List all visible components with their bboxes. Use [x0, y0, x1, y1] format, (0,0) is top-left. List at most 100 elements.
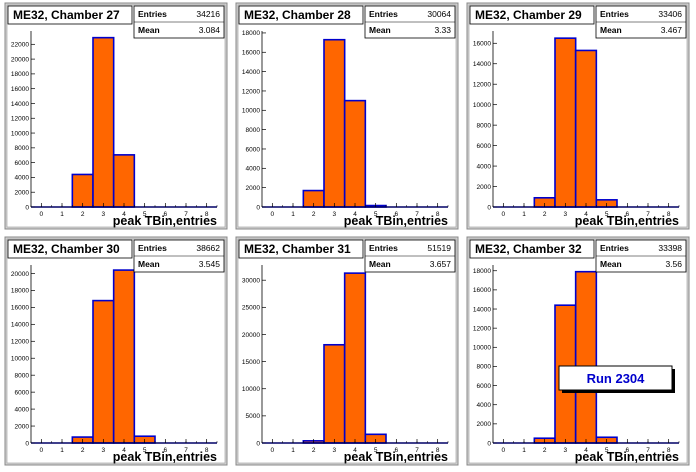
x-tick-label: 8: [205, 447, 209, 454]
title-box: [469, 5, 595, 25]
y-tick-label: 0: [487, 440, 491, 447]
histogram-bar: [92, 299, 115, 444]
y-tick-label: 8000: [15, 372, 30, 379]
y-tick-label: 16000: [11, 86, 29, 93]
x-tick-label: 4: [353, 447, 357, 454]
y-tick-label: 2000: [477, 421, 492, 428]
y-tick-label: 8000: [477, 364, 492, 371]
y-tick-label: 0: [256, 204, 260, 211]
y-tick-label: 12000: [473, 325, 491, 332]
y-tick-label: 8000: [477, 122, 492, 129]
x-tick-label: 7: [184, 211, 188, 218]
x-tick-label: 3: [564, 447, 568, 454]
x-tick-label: 6: [395, 447, 399, 454]
y-tick-label: 20000: [242, 332, 260, 339]
stats-mean-label: Mean: [369, 259, 391, 269]
stats-entries-label: Entries: [369, 9, 398, 19]
y-tick-label: 14000: [11, 322, 29, 329]
x-axis-label: peak TBin,entries: [575, 450, 679, 464]
y-tick-label: 2000: [246, 185, 261, 192]
stats-entries-label: Entries: [600, 9, 629, 19]
x-axis-label: peak TBin,entries: [113, 214, 217, 228]
title-box: [238, 5, 364, 25]
y-tick-label: 2000: [477, 184, 492, 191]
y-tick-label: 16000: [473, 41, 491, 48]
x-tick-label: 8: [436, 211, 440, 218]
x-axis-label: peak TBin,entries: [344, 214, 448, 228]
title-box: [238, 239, 364, 259]
pad-title: ME32, Chamber 28: [244, 8, 351, 22]
y-tick-label: 14000: [242, 69, 260, 76]
x-tick-label: 2: [81, 447, 85, 454]
x-tick-label: 1: [291, 211, 295, 218]
stats-entries-value: 51519: [427, 243, 451, 253]
y-tick-label: 10000: [473, 102, 491, 109]
y-tick-label: 6000: [15, 389, 30, 396]
title-box: [7, 239, 133, 259]
histogram-pad-1: 0 1 2 3 4 5 6 7 8 0 2000 4000 6000 8000 10000 12000 1400…: [4, 2, 228, 230]
x-tick-label: 5: [143, 211, 147, 218]
y-tick-label: 10000: [473, 345, 491, 352]
run-label: Run 2304: [587, 371, 646, 386]
x-tick-label: 3: [102, 447, 106, 454]
x-tick-label: 4: [584, 447, 588, 454]
x-tick-label: 7: [415, 211, 419, 218]
run-label-box: Run 2304: [558, 365, 675, 393]
x-tick-label: 2: [81, 211, 85, 218]
y-tick-label: 4000: [246, 166, 261, 173]
y-tick-label: 10000: [242, 108, 260, 115]
x-tick-label: 3: [333, 211, 337, 218]
y-tick-label: 22000: [11, 42, 29, 49]
y-tick-label: 18000: [11, 71, 29, 78]
x-tick-label: 0: [40, 447, 44, 454]
x-tick-label: 1: [60, 447, 64, 454]
y-tick-label: 20000: [11, 56, 29, 63]
histogram-bar: [71, 173, 94, 208]
title-box: [7, 5, 133, 25]
y-tick-label: 12000: [11, 339, 29, 346]
y-tick-label: 0: [487, 204, 491, 211]
y-tick-label: 20000: [11, 271, 29, 278]
x-tick-label: 6: [164, 447, 168, 454]
x-axis-label: peak TBin,entries: [575, 214, 679, 228]
stats-mean-value: 3.545: [199, 259, 221, 269]
y-tick-label: 6000: [477, 383, 492, 390]
histogram-bar: [323, 38, 346, 208]
x-tick-label: 5: [143, 447, 147, 454]
x-tick-label: 4: [353, 211, 357, 218]
histogram-bar: [574, 270, 598, 444]
y-tick-label: 8000: [246, 127, 261, 134]
x-tick-label: 2: [312, 211, 316, 218]
x-tick-label: 8: [667, 447, 671, 454]
stats-entries-label: Entries: [138, 9, 167, 19]
y-tick-label: 18000: [11, 288, 29, 295]
histogram-pad-3: 0 1 2 3 4 5 6 7 8 0 2000 4000 6000 8000 10000 12000 1400…: [466, 2, 690, 230]
stats-entries-value: 33406: [658, 9, 682, 19]
y-tick-label: 4000: [477, 402, 492, 409]
x-tick-label: 0: [40, 211, 44, 218]
y-tick-label: 0: [25, 440, 29, 447]
x-tick-label: 7: [415, 447, 419, 454]
title-box: [469, 239, 595, 259]
histogram-pad-6: 0 1 2 3 4 5 6 7 8 0 2000 4000 6000 8000 10000 12000 1400…: [466, 236, 690, 466]
y-tick-label: 14000: [11, 101, 29, 108]
stats-entries-label: Entries: [369, 243, 398, 253]
y-tick-label: 16000: [11, 305, 29, 312]
x-tick-label: 6: [626, 211, 630, 218]
stats-mean-label: Mean: [600, 259, 622, 269]
x-tick-label: 7: [646, 447, 650, 454]
y-tick-label: 4000: [15, 175, 30, 182]
x-tick-label: 3: [564, 211, 568, 218]
y-tick-label: 12000: [242, 88, 260, 95]
y-tick-label: 4000: [477, 163, 492, 170]
x-axis-label: peak TBin,entries: [344, 450, 448, 464]
x-tick-label: 7: [184, 447, 188, 454]
pad-title: ME32, Chamber 29: [475, 8, 582, 22]
stats-mean-value: 3.56: [665, 259, 682, 269]
histogram-bar: [343, 99, 367, 208]
x-tick-label: 1: [522, 447, 526, 454]
y-tick-label: 6000: [477, 143, 492, 150]
histogram-bar: [112, 269, 136, 444]
histogram-bar: [574, 49, 598, 208]
